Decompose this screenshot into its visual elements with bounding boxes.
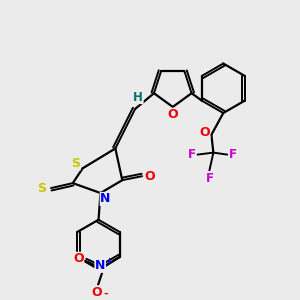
- Text: H: H: [133, 91, 143, 103]
- Text: O: O: [91, 286, 101, 299]
- Text: O: O: [199, 126, 210, 139]
- Text: F: F: [188, 148, 196, 161]
- Text: S: S: [38, 182, 46, 195]
- Text: O: O: [167, 108, 178, 121]
- Text: -: -: [104, 289, 108, 298]
- Text: +: +: [106, 257, 112, 266]
- Text: S: S: [71, 157, 80, 170]
- Text: N: N: [100, 193, 111, 206]
- Text: O: O: [73, 252, 84, 266]
- Text: F: F: [206, 172, 213, 185]
- Text: O: O: [145, 170, 155, 183]
- Text: F: F: [229, 148, 237, 161]
- Text: N: N: [95, 259, 105, 272]
